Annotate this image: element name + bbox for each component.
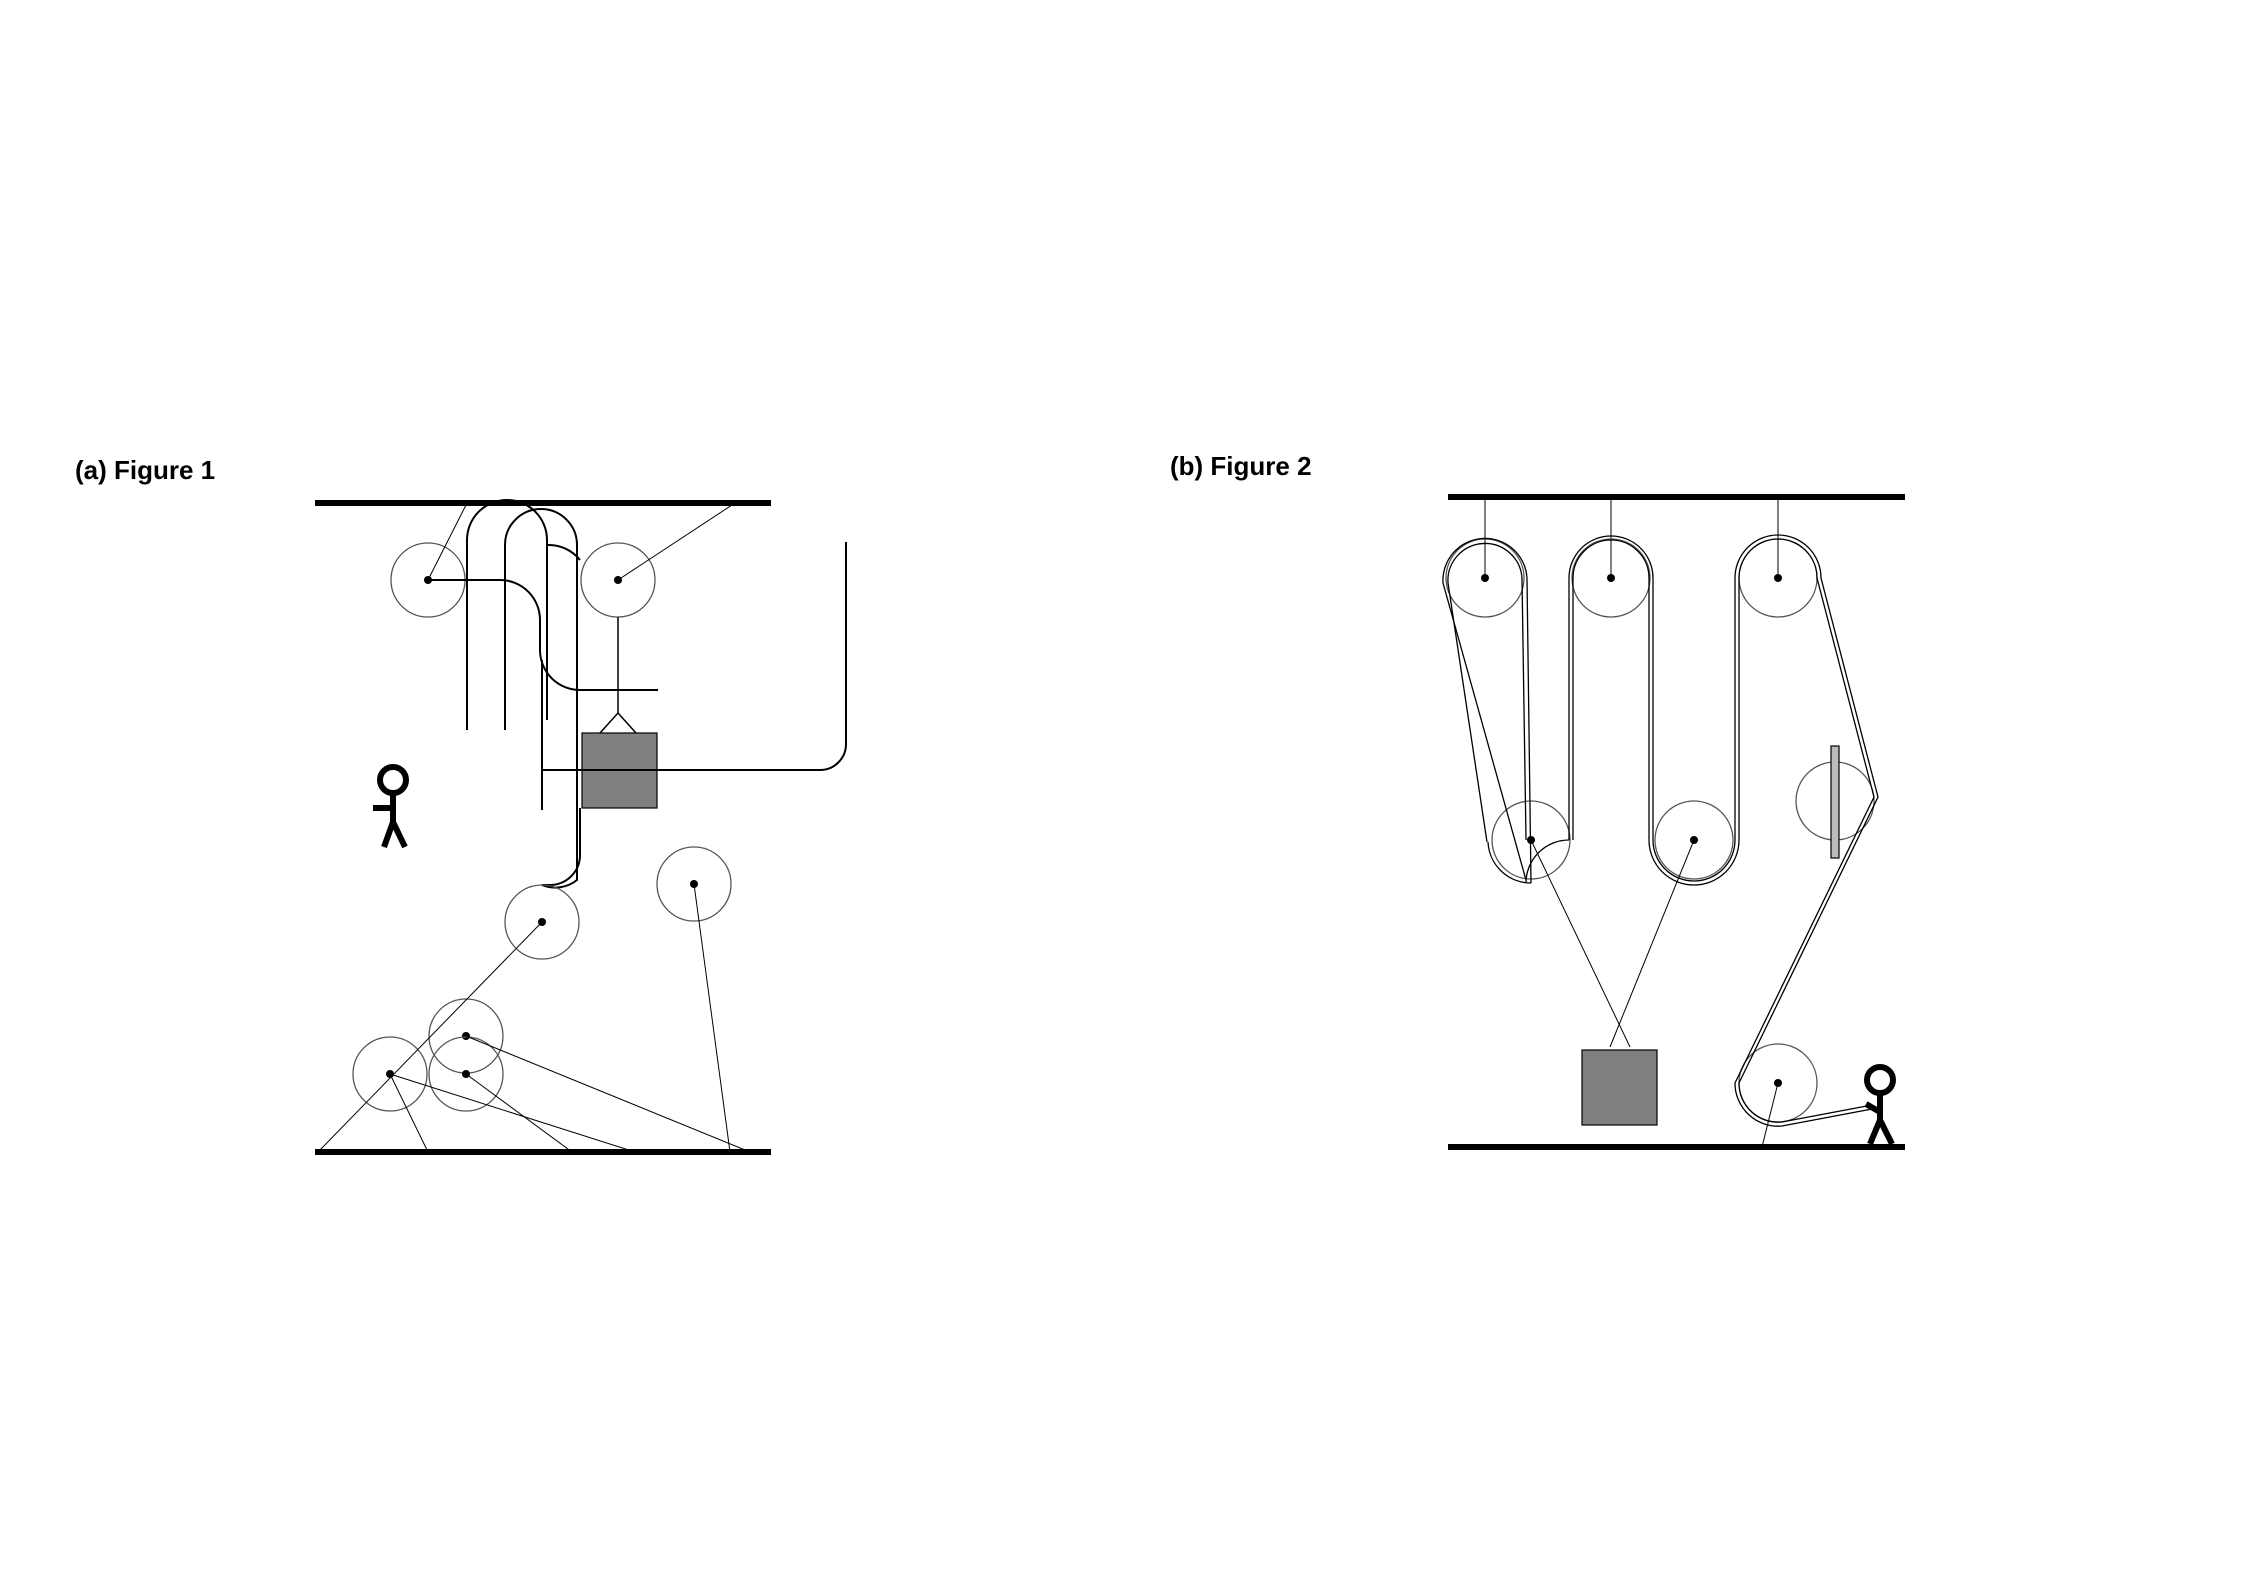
tether-lines (1530, 839, 1779, 1148)
rope-path (428, 579, 658, 691)
figure-1-diagram (315, 499, 847, 1155)
load-hook (599, 712, 637, 734)
load-block-icon (1581, 1049, 1658, 1126)
rope-arch (504, 508, 578, 889)
hanger-line (617, 502, 736, 581)
stick-figure-icon (1864, 1064, 1896, 1146)
brake-bar-icon (1830, 745, 1840, 859)
hanger-line (427, 502, 468, 581)
figure-2-diagram (1442, 494, 1905, 1150)
rope-path (542, 542, 847, 771)
tether-lines (317, 883, 751, 1153)
rope-arch (466, 499, 548, 730)
pulley-icon (1571, 538, 1651, 618)
rope-path (1442, 534, 1879, 1127)
stick-figure-icon (373, 764, 409, 849)
rope-path (542, 808, 581, 886)
hanger-lines (1484, 497, 1779, 578)
figure-2-label: (b) Figure 2 (1170, 451, 1312, 481)
figure-1-label: (a) Figure 1 (75, 455, 216, 485)
rope-path (546, 543, 581, 561)
